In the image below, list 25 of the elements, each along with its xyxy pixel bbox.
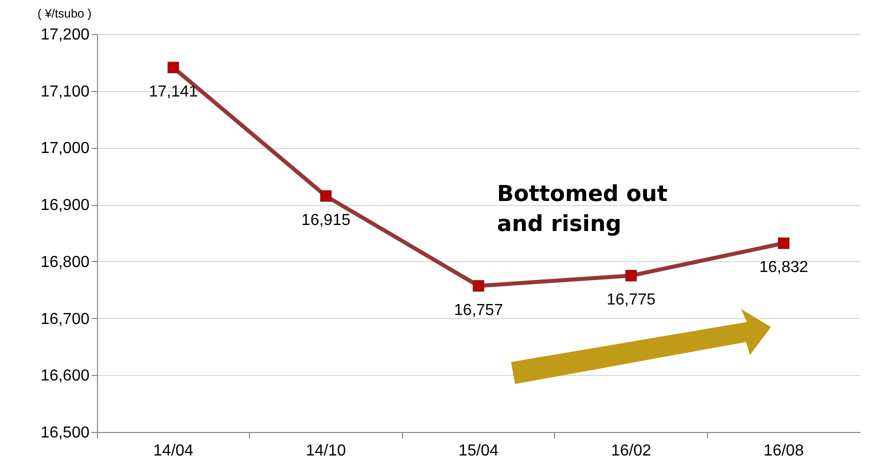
y-tick-label: 16,500 xyxy=(40,424,90,442)
data-label: 17,141 xyxy=(148,84,198,101)
data-label: 16,775 xyxy=(606,292,656,309)
point xyxy=(625,270,637,282)
y-tick-label: 17,000 xyxy=(40,140,90,158)
data-label: 16,832 xyxy=(759,259,808,276)
x-tick-label: 16/08 xyxy=(764,442,804,460)
y-tick-label: 17,200 xyxy=(40,26,90,44)
annotation: Bottomed out and rising xyxy=(497,182,668,237)
y-tick-label: 17,100 xyxy=(40,83,90,100)
y-tick-label: 16,800 xyxy=(40,254,90,271)
data-label: 16,757 xyxy=(454,302,504,319)
point xyxy=(472,280,484,292)
data-label: 16,915 xyxy=(301,212,350,230)
x-tick-label: 14/10 xyxy=(306,442,346,460)
y-tick-label: 16,600 xyxy=(40,368,90,385)
point xyxy=(778,237,790,249)
y-tick-label: 16,900 xyxy=(40,197,90,214)
y-axis-title: ( ¥/tsubo ) xyxy=(38,6,92,20)
point xyxy=(168,62,180,74)
x-tick-label: 14/04 xyxy=(153,442,194,460)
point xyxy=(320,190,332,202)
y-tick-label: 16,700 xyxy=(40,310,90,328)
x-tick-label: 15/04 xyxy=(458,442,499,460)
x-tick-label: 16/02 xyxy=(611,442,652,460)
